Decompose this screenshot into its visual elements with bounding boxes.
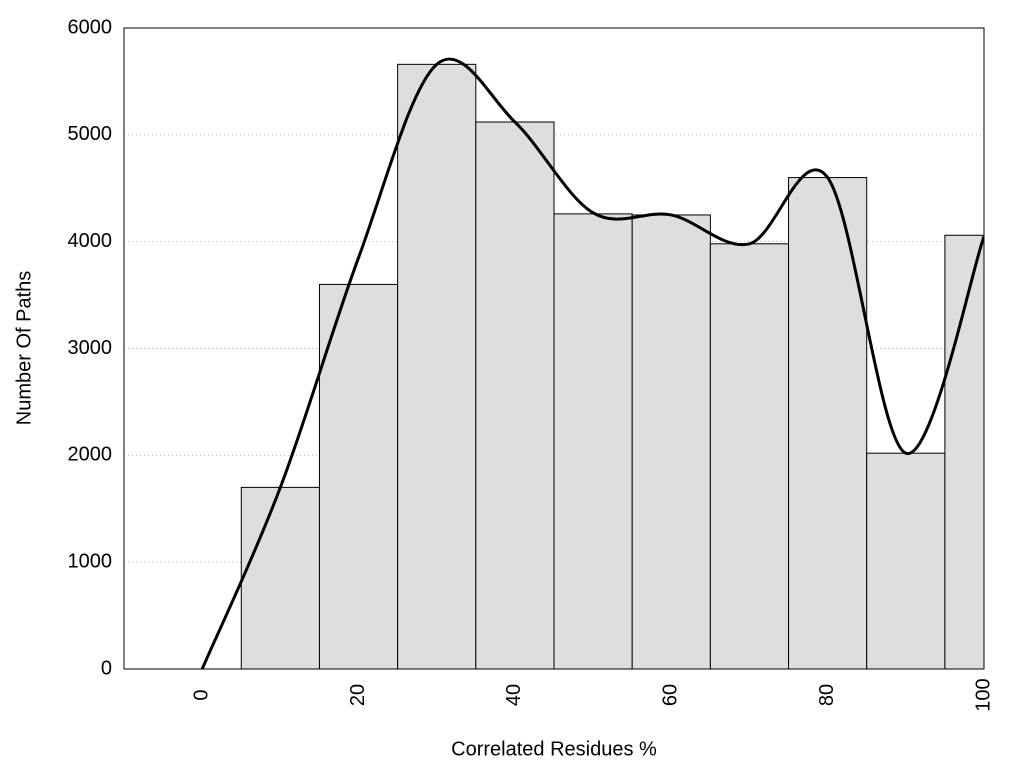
bar [631, 214, 711, 669]
plot-area [200, 57, 984, 669]
y-tick-label: 6000 [68, 16, 113, 38]
y-tick-label: 0 [101, 657, 112, 679]
x-tick-label: 100 [972, 678, 994, 711]
x-tick-label: 20 [347, 684, 369, 706]
plot-frame [123, 27, 985, 670]
y-tick-label: 3000 [68, 337, 113, 359]
bar [709, 243, 790, 669]
bar [475, 121, 555, 669]
y-tick-label: 1000 [68, 550, 113, 572]
bar [866, 452, 946, 669]
smooth-line [200, 57, 984, 669]
y-axis-label: Number Of Paths [13, 271, 35, 426]
x-axis-label: Correlated Residues % [451, 738, 657, 760]
x-tick-label: 60 [660, 684, 682, 706]
bar [553, 213, 633, 669]
bar [240, 486, 320, 669]
x-tick-label: 0 [190, 689, 212, 700]
y-tick-label: 4000 [68, 230, 113, 252]
y-tick-label: 5000 [68, 123, 113, 145]
bar [397, 63, 477, 669]
y-tick-label: 2000 [68, 444, 113, 466]
bar [788, 177, 868, 669]
x-tick-label: 80 [816, 684, 838, 706]
x-tick-label: 40 [503, 684, 525, 706]
bar [318, 283, 399, 669]
